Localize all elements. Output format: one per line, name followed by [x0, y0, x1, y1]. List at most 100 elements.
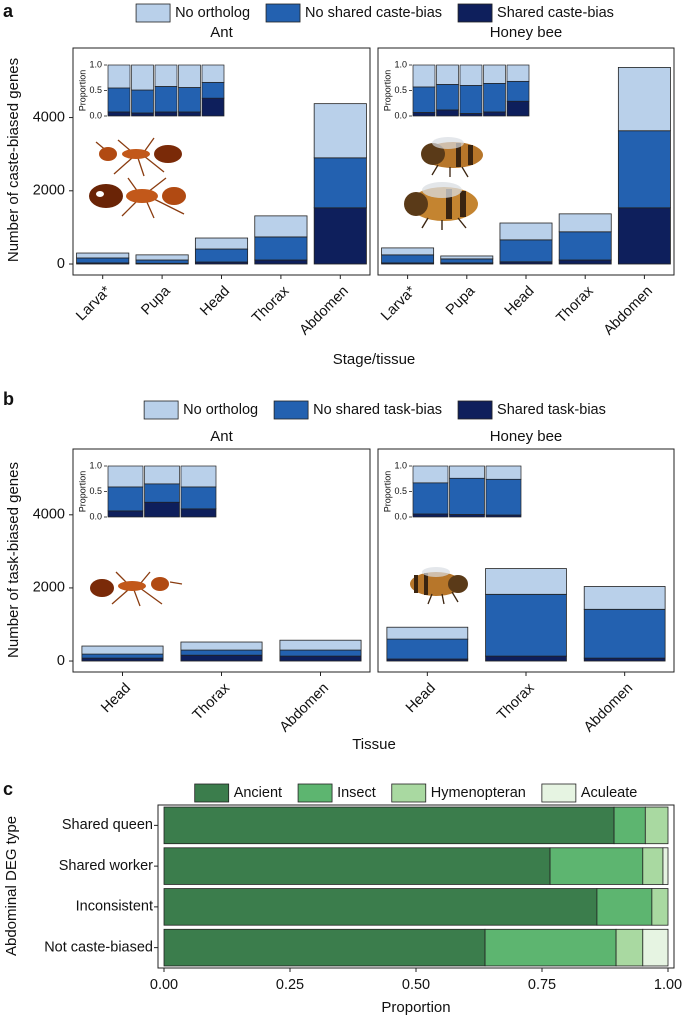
bar-segment [484, 928, 617, 967]
legend-label: Ancient [234, 785, 282, 801]
inset-y-tick-label: 0.0 [89, 511, 102, 521]
inset-bar-segment [436, 64, 459, 85]
legend-label: No ortholog [175, 5, 250, 21]
bar-segment [615, 928, 644, 967]
x-tick-label: 0.25 [276, 977, 304, 993]
inset-bar-segment [144, 483, 180, 503]
x-tick-label: Head [502, 283, 538, 319]
legend-label: Shared task-bias [497, 402, 606, 418]
panel-label: b [3, 389, 14, 409]
x-tick-label: Larva* [73, 283, 114, 324]
x-tick-label: 0.00 [150, 977, 178, 993]
inset-bar-segment [154, 86, 178, 113]
panel-label: a [3, 1, 14, 21]
inset-bar-segment [107, 87, 131, 113]
y-axis-title: Number of task-biased genes [5, 462, 22, 658]
bar-segment [313, 207, 367, 265]
y-tick-label: Inconsistent [76, 899, 153, 915]
legend-swatch [541, 783, 577, 803]
bar-segment [558, 231, 612, 261]
bar-segment [194, 248, 249, 263]
inset-y-title: Proportion [382, 70, 392, 112]
facet-title: Ant [210, 428, 233, 445]
inset-bar-segment [436, 84, 459, 111]
x-tick-label: Pupa [443, 283, 479, 319]
inset-bar-segment [485, 478, 522, 516]
legend-label: Aculeate [581, 785, 637, 801]
y-tick-label: 4000 [33, 109, 65, 125]
x-tick-label: 0.75 [528, 977, 556, 993]
x-axis-title: Tissue [352, 736, 396, 753]
inset-bar-segment [459, 85, 483, 114]
inset-y-title: Proportion [382, 471, 392, 513]
legend-label: Shared caste-bias [497, 5, 614, 21]
y-tick-label: 0 [57, 653, 65, 669]
inset-bar-segment [449, 465, 485, 479]
bar-segment [76, 257, 130, 264]
legend-swatch [265, 3, 301, 23]
inset-bar-segment [436, 109, 459, 117]
bar-segment [180, 654, 263, 662]
bar-segment [254, 259, 308, 265]
legend-swatch [457, 3, 493, 23]
y-tick-label: Shared queen [62, 817, 153, 833]
legend-label: Hymenopteran [431, 785, 526, 801]
bar-segment [440, 258, 494, 264]
bee-illustration [404, 182, 478, 230]
legend-swatch [297, 783, 333, 803]
bar-segment [583, 657, 666, 662]
x-tick-label: Head [98, 680, 134, 716]
inset-bar-segment [144, 465, 180, 485]
legend: No ortholog No shared caste-bias Shared ca… [135, 3, 614, 23]
inset-bar-segment [131, 89, 154, 114]
x-tick-label: 0.50 [402, 977, 430, 993]
inset-bar-segment [449, 477, 485, 515]
inset-bar-segment [178, 87, 201, 113]
inset-bar-segment [107, 64, 131, 89]
inset-bar-segment [131, 64, 154, 91]
inset-y-tick-label: 0.5 [394, 486, 407, 496]
bar-segment [583, 608, 666, 659]
bar-segment [549, 847, 644, 885]
bar-segment [163, 847, 551, 885]
x-tick-label: Larva* [378, 283, 419, 324]
inset-bar-segment [483, 111, 506, 117]
y-tick-label: Shared worker [59, 858, 153, 874]
bar-segment [485, 568, 567, 595]
bar-segment [194, 237, 249, 250]
bee-illustration [410, 567, 468, 605]
inset-bar-segment [154, 64, 178, 87]
bar-segment [279, 639, 362, 651]
inset-bar-segment [412, 64, 436, 88]
bar-segment [135, 259, 189, 264]
y-axis-title: Abdominal DEG type [3, 816, 20, 956]
y-tick-label: 2000 [33, 183, 65, 199]
y-tick-label: 0 [57, 256, 65, 272]
legend-swatch [457, 400, 493, 420]
y-tick-label: 2000 [33, 580, 65, 596]
bar-segment [583, 586, 666, 610]
inset-bar-segment [180, 465, 217, 488]
ant-illustration [89, 177, 186, 219]
facet-title: Honey bee [490, 428, 563, 445]
inset-bar-segment [131, 112, 154, 117]
bar-segment [386, 638, 469, 660]
bar-segment [254, 215, 308, 238]
inset-y-tick-label: 0.0 [394, 511, 407, 521]
inset-y-tick-label: 0.5 [89, 486, 102, 496]
inset-bar-segment [412, 86, 436, 113]
bar-segment [135, 254, 189, 261]
bar-segment [386, 626, 469, 640]
inset-bar-segment [459, 64, 483, 86]
bar-segment [617, 130, 671, 209]
inset-y-tick-label: 1.0 [394, 460, 407, 470]
inset-bar-segment [107, 486, 144, 512]
bar-segment [163, 888, 598, 926]
ant-illustration [90, 571, 183, 607]
inset-y-title: Proportion [77, 471, 87, 513]
inset-bar-segment [449, 514, 485, 518]
bar-segment [485, 655, 567, 662]
bar-segment [81, 653, 164, 659]
